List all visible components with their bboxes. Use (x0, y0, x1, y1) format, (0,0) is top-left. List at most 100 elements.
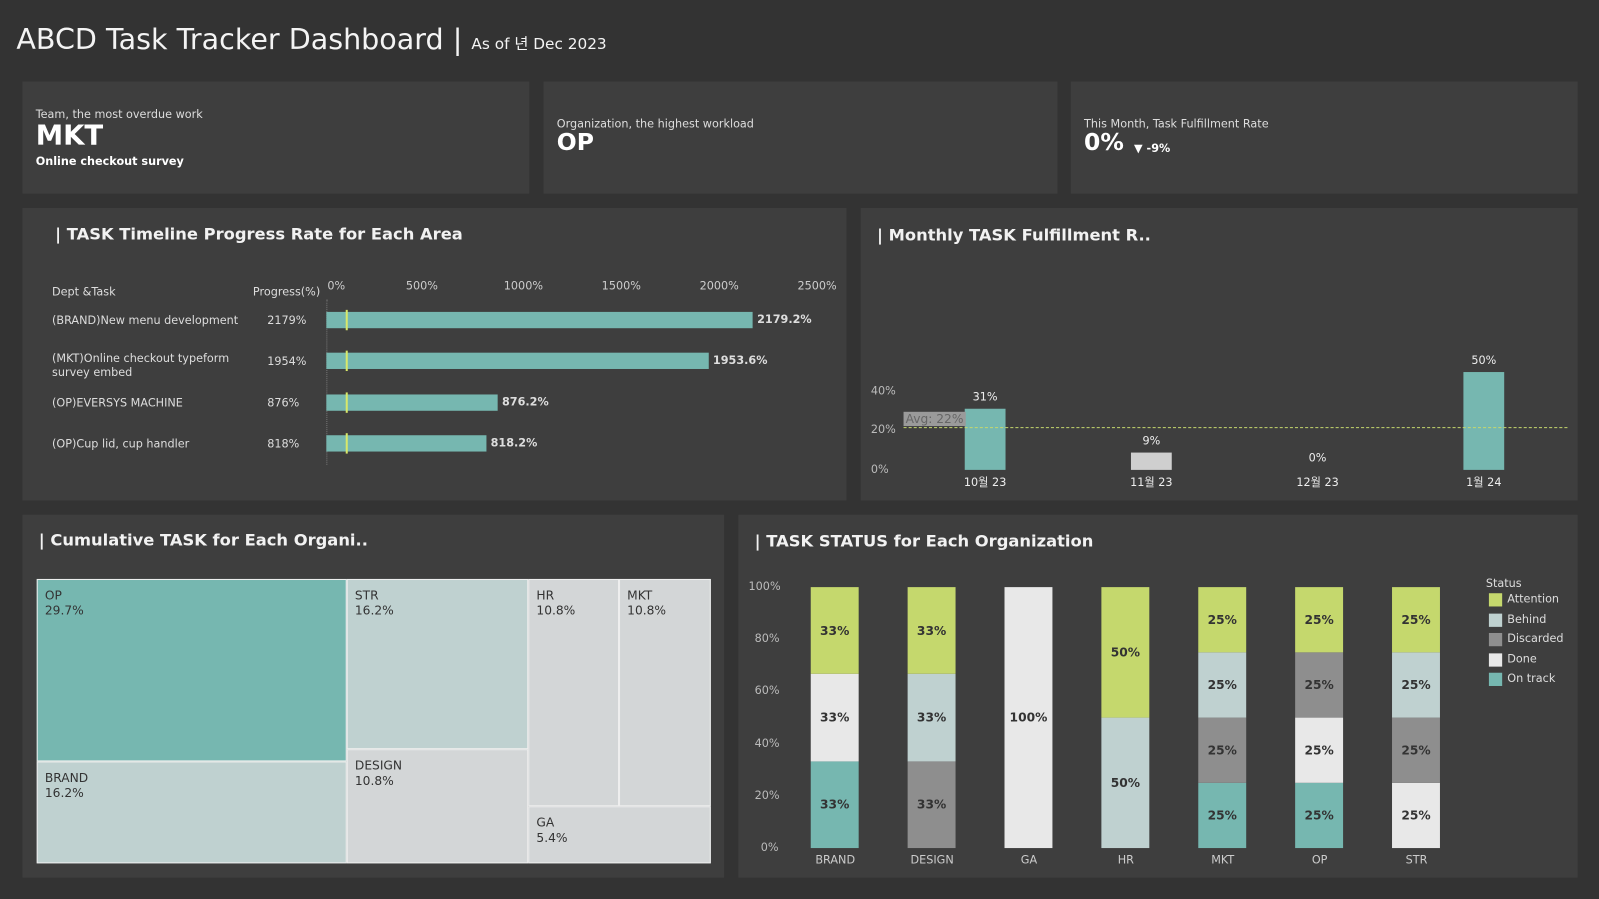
treemap-cell-mkt[interactable]: MKT 10.8% (619, 578, 711, 807)
stacked-segment: 25% (1392, 717, 1440, 783)
x-tick-label: HR (1117, 853, 1134, 867)
bar-value-label: 876.2% (501, 395, 549, 409)
month-bar (1463, 371, 1505, 470)
stacked-segment: 25% (1392, 652, 1440, 718)
y-tick-label: 100% (748, 579, 781, 594)
target-marker (345, 309, 348, 331)
x-tick-label: 1월 24 (1466, 476, 1502, 490)
treemap-name: DESIGN (354, 758, 403, 773)
treemap-cell-design[interactable]: DESIGN 10.8% (346, 749, 529, 864)
progress-value: 2179% (267, 313, 307, 328)
treemap-cell-brand[interactable]: BRAND 16.2% (36, 761, 347, 864)
legend-item: Done (1507, 651, 1537, 666)
treemap-cell-ga[interactable]: GA 5.4% (528, 806, 711, 864)
task-status-panel: | TASK STATUS for Each Organization 0% 20… (738, 514, 1578, 878)
stacked-segment: 25% (1198, 782, 1247, 849)
x-tick-label: 11월 23 (1130, 476, 1173, 490)
target-marker (345, 392, 348, 413)
progress-bar (326, 435, 487, 452)
panel-title: | TASK STATUS for Each Organization (754, 531, 1094, 551)
legend-item: On track (1507, 671, 1556, 685)
kpi-label: This Month, Task Fulfillment Rate (1084, 117, 1269, 131)
treemap-value: 10.8% (627, 603, 667, 618)
treemap-cell-str[interactable]: STR 16.2% (346, 578, 529, 750)
stacked-segment: 25% (1295, 782, 1344, 849)
treemap-name: BRAND (44, 770, 89, 785)
bar-value-label: 2179.2% (757, 312, 812, 327)
legend-swatch (1488, 632, 1503, 647)
bar-value-label: 31% (972, 390, 998, 404)
column-header-dept: Dept &Task (52, 285, 116, 299)
x-tick-label: 500% (405, 279, 438, 293)
target-marker (345, 350, 348, 372)
treemap-value: 10.8% (536, 603, 576, 618)
x-tick-label: DESIGN (910, 853, 954, 867)
kpi-card-workload: Organization, the highest workload OP (543, 81, 1058, 194)
stacked-segment: 25% (1295, 652, 1344, 718)
bar-value-label: 818.2% (490, 436, 538, 450)
kpi-label: Organization, the highest workload (556, 117, 754, 131)
panel-title: | Cumulative TASK for Each Organi.. (38, 530, 368, 550)
treemap-value: 5.4% (536, 830, 568, 845)
task-name: (MKT)Online checkout typeform survey emb… (52, 351, 230, 380)
y-tick-label: 0% (760, 840, 779, 855)
progress-bar (326, 311, 754, 329)
kpi-card-overdue: Team, the most overdue work MKT Online c… (22, 81, 530, 194)
kpi-card-fulfillment: This Month, Task Fulfillment Rate 0% ▼ -… (1070, 81, 1578, 194)
title-separator: | (452, 22, 463, 57)
treemap-name: STR (354, 588, 379, 603)
y-tick-label: 80% (754, 632, 780, 646)
stacked-segment: 50% (1101, 717, 1150, 849)
y-tick-label: 20% (754, 788, 780, 802)
axis-line (326, 299, 328, 465)
target-marker (345, 433, 348, 454)
treemap-value: 16.2% (354, 603, 394, 618)
bar-value-label: 50% (1471, 353, 1497, 367)
x-tick-label: BRAND (815, 853, 856, 867)
kpi-value: OP (556, 129, 594, 156)
progress-value: 818% (267, 437, 300, 451)
x-tick-label: GA (1020, 853, 1038, 867)
stacked-segment: 33% (810, 587, 859, 675)
x-tick-label: 1500% (601, 279, 641, 293)
bar-value-label: 0% (1308, 451, 1327, 465)
average-label: Avg: 22% (903, 411, 966, 426)
y-tick-label: 60% (754, 684, 780, 698)
kpi-value: MKT (35, 120, 104, 152)
legend-item: Discarded (1507, 631, 1564, 646)
progress-bar (326, 394, 498, 411)
treemap-value: 16.2% (44, 785, 84, 801)
kpi-delta: ▼ -9% (1134, 141, 1171, 155)
panel-title: | TASK Timeline Progress Rate for Each A… (55, 224, 463, 244)
stacked-segment: 33% (907, 674, 956, 762)
stacked-segment: 25% (1392, 782, 1440, 849)
cumulative-task-panel: | Cumulative TASK for Each Organi.. OP 29… (22, 514, 725, 878)
kpi-subtext: Online checkout survey (35, 154, 184, 169)
stacked-segment: 33% (810, 674, 859, 762)
y-tick-label: 20% (870, 423, 896, 437)
stacked-segment: 25% (1295, 587, 1344, 653)
stacked-segment: 100% (1004, 587, 1053, 849)
progress-value: 1954% (267, 354, 307, 368)
legend-title: Status (1485, 576, 1522, 591)
treemap-name: GA (536, 815, 555, 830)
as-of-date: As of 년 Dec 2023 (471, 34, 607, 54)
treemap-name: HR (536, 588, 555, 603)
treemap-cell-hr[interactable]: HR 10.8% (528, 578, 620, 807)
legend-item: Attention (1507, 592, 1560, 606)
y-tick-label: 0% (870, 462, 889, 477)
treemap-value: 10.8% (354, 773, 394, 788)
x-tick-label: OP (1311, 853, 1328, 867)
treemap-cell-op[interactable]: OP 29.7% (36, 578, 347, 762)
legend-swatch (1488, 672, 1503, 686)
stacked-segment: 25% (1198, 587, 1247, 653)
x-tick-label: MKT (1211, 853, 1235, 867)
treemap-value: 29.7% (44, 603, 84, 618)
x-tick-label: 12월 23 (1296, 476, 1339, 490)
legend-swatch (1488, 593, 1503, 607)
panel-title: | Monthly TASK Fulfillment R.. (877, 225, 1151, 245)
page-title: ABCD Task Tracker Dashboard | As of 년 De… (16, 22, 606, 56)
progress-bar (326, 352, 709, 369)
month-bar (964, 408, 1006, 470)
month-bar (1130, 452, 1172, 470)
